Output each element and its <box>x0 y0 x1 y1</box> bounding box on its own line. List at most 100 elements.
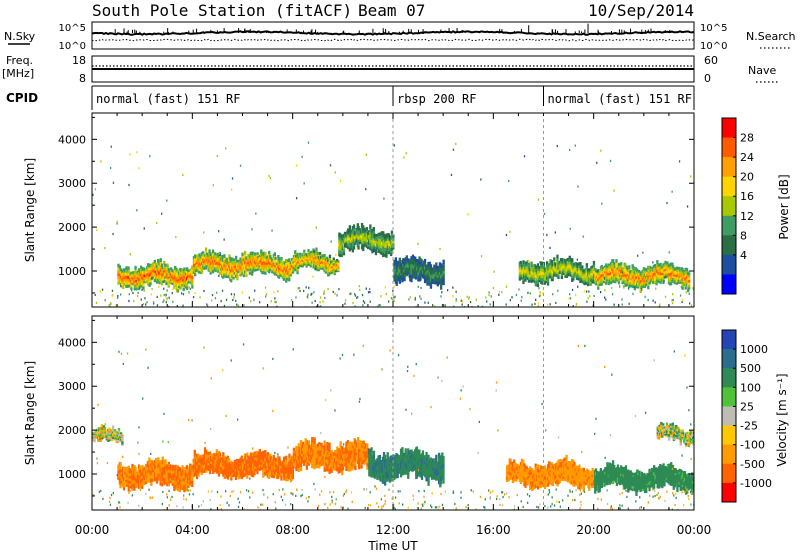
echo-cell <box>429 284 433 289</box>
echo-cell <box>155 277 159 282</box>
echo-point <box>311 292 313 295</box>
echo-point <box>508 179 510 182</box>
echo-cell <box>124 466 127 470</box>
colorbar-swatch <box>722 274 736 295</box>
echo-cell <box>103 427 107 430</box>
echo-cell <box>188 271 191 274</box>
echo-cell <box>681 286 684 290</box>
echo-point <box>354 294 357 297</box>
echo-cell <box>243 456 247 461</box>
echo-cell <box>564 266 567 271</box>
echo-cell <box>159 481 162 486</box>
echo-cell <box>556 254 559 259</box>
echo-cell <box>141 481 144 486</box>
echo-cell <box>283 476 286 480</box>
echo-cell <box>117 266 120 271</box>
echo-cell <box>674 268 677 271</box>
echo-point <box>206 303 208 306</box>
echo-cell <box>127 275 130 279</box>
echo-cell <box>419 264 422 269</box>
echo-cell <box>396 265 399 269</box>
echo-cell <box>385 243 388 248</box>
echo-cell <box>319 265 323 268</box>
echo-cell <box>196 263 199 267</box>
echo-cell <box>292 457 296 461</box>
echo-cell <box>254 257 257 261</box>
echo-cell <box>591 278 594 282</box>
echo-cell <box>198 466 201 469</box>
echo-cell <box>410 259 413 265</box>
echo-cell <box>159 258 162 263</box>
echo-cell <box>582 269 585 272</box>
echo-cell <box>112 438 116 441</box>
echo-cell <box>419 277 422 281</box>
echo-point <box>641 288 643 291</box>
echo-point <box>593 294 595 298</box>
echo-cell <box>441 273 444 277</box>
echo-cell <box>274 259 277 263</box>
echo-cell <box>222 472 225 477</box>
echo-cell <box>551 270 554 274</box>
echo-cell <box>294 267 297 272</box>
echo-cell <box>247 256 250 260</box>
echo-cell <box>243 463 247 467</box>
echo-cell <box>235 274 238 278</box>
echo-cell <box>203 450 207 455</box>
echo-cell <box>196 261 199 265</box>
echo-point <box>538 287 540 290</box>
echo-cell <box>209 455 213 458</box>
echo-cell <box>615 268 618 272</box>
echo-cell <box>257 258 260 261</box>
echo-cell <box>279 474 282 478</box>
echo-cell <box>437 274 440 278</box>
echo-cell <box>262 254 265 259</box>
echo-cell <box>541 274 544 279</box>
echo-cell <box>588 270 591 273</box>
echo-cell <box>285 477 288 482</box>
echo-cell <box>342 248 346 253</box>
echo-point <box>334 171 336 174</box>
echo-cell <box>296 447 299 452</box>
echo-point <box>218 230 220 233</box>
echo-cell <box>632 272 635 276</box>
echo-cell <box>209 457 213 460</box>
echo-cell <box>181 465 184 470</box>
echo-cell <box>105 432 109 435</box>
echo-cell <box>120 475 123 479</box>
echo-cell <box>398 265 401 270</box>
echo-cell <box>281 462 285 466</box>
echo-cell <box>624 270 627 274</box>
echo-cell <box>427 271 430 275</box>
echo-point <box>322 300 324 303</box>
echo-cell <box>191 268 194 273</box>
echo-point <box>623 286 625 289</box>
echo-cell <box>606 272 609 275</box>
echo-cell <box>441 267 444 271</box>
echo-cell <box>641 272 644 276</box>
echo-cell <box>198 261 201 266</box>
echo-cell <box>670 272 673 276</box>
echo-cell <box>352 245 356 250</box>
echo-cell <box>652 269 655 274</box>
echo-cell <box>283 464 286 468</box>
echo-cell <box>544 269 547 273</box>
echo-cell <box>215 257 218 261</box>
echo-cell <box>642 267 646 271</box>
echo-cell <box>590 279 593 282</box>
echo-cell <box>334 270 337 273</box>
echo-cell <box>414 267 418 271</box>
echo-cell <box>105 431 109 433</box>
echo-cell <box>230 278 233 283</box>
echo-cell <box>262 450 265 456</box>
echo-cell <box>266 260 270 263</box>
echo-cell <box>337 262 340 265</box>
echo-point <box>601 202 603 205</box>
echo-cell <box>376 238 379 242</box>
echo-point <box>150 293 152 296</box>
echo-cell <box>230 262 233 267</box>
echo-point <box>498 290 500 293</box>
echo-cell <box>522 276 525 281</box>
echo-cell <box>432 267 435 271</box>
echo-cell <box>409 261 412 266</box>
echo-cell <box>425 269 428 273</box>
